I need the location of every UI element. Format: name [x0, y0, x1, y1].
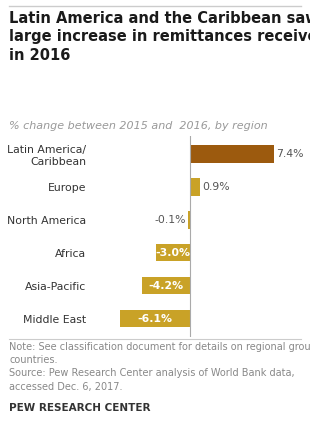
Text: 7.4%: 7.4% [276, 149, 303, 159]
Text: % change between 2015 and  2016, by region: % change between 2015 and 2016, by regio… [9, 121, 268, 131]
Text: -4.2%: -4.2% [148, 281, 183, 291]
Text: PEW RESEARCH CENTER: PEW RESEARCH CENTER [9, 403, 151, 412]
Bar [156, 245, 190, 262]
Text: -3.0%: -3.0% [155, 248, 190, 258]
Text: -6.1%: -6.1% [137, 314, 172, 324]
Bar [190, 178, 200, 196]
Bar [190, 145, 274, 163]
Text: -0.1%: -0.1% [155, 215, 186, 225]
Bar [142, 277, 190, 294]
Bar [120, 310, 190, 328]
Text: Note: See classification document for details on regional grouping of
countries.: Note: See classification document for de… [9, 342, 310, 391]
Text: Latin America and the Caribbean saw a
large increase in remittances received
in : Latin America and the Caribbean saw a la… [9, 11, 310, 63]
Text: 0.9%: 0.9% [202, 182, 230, 192]
Bar [188, 211, 190, 228]
